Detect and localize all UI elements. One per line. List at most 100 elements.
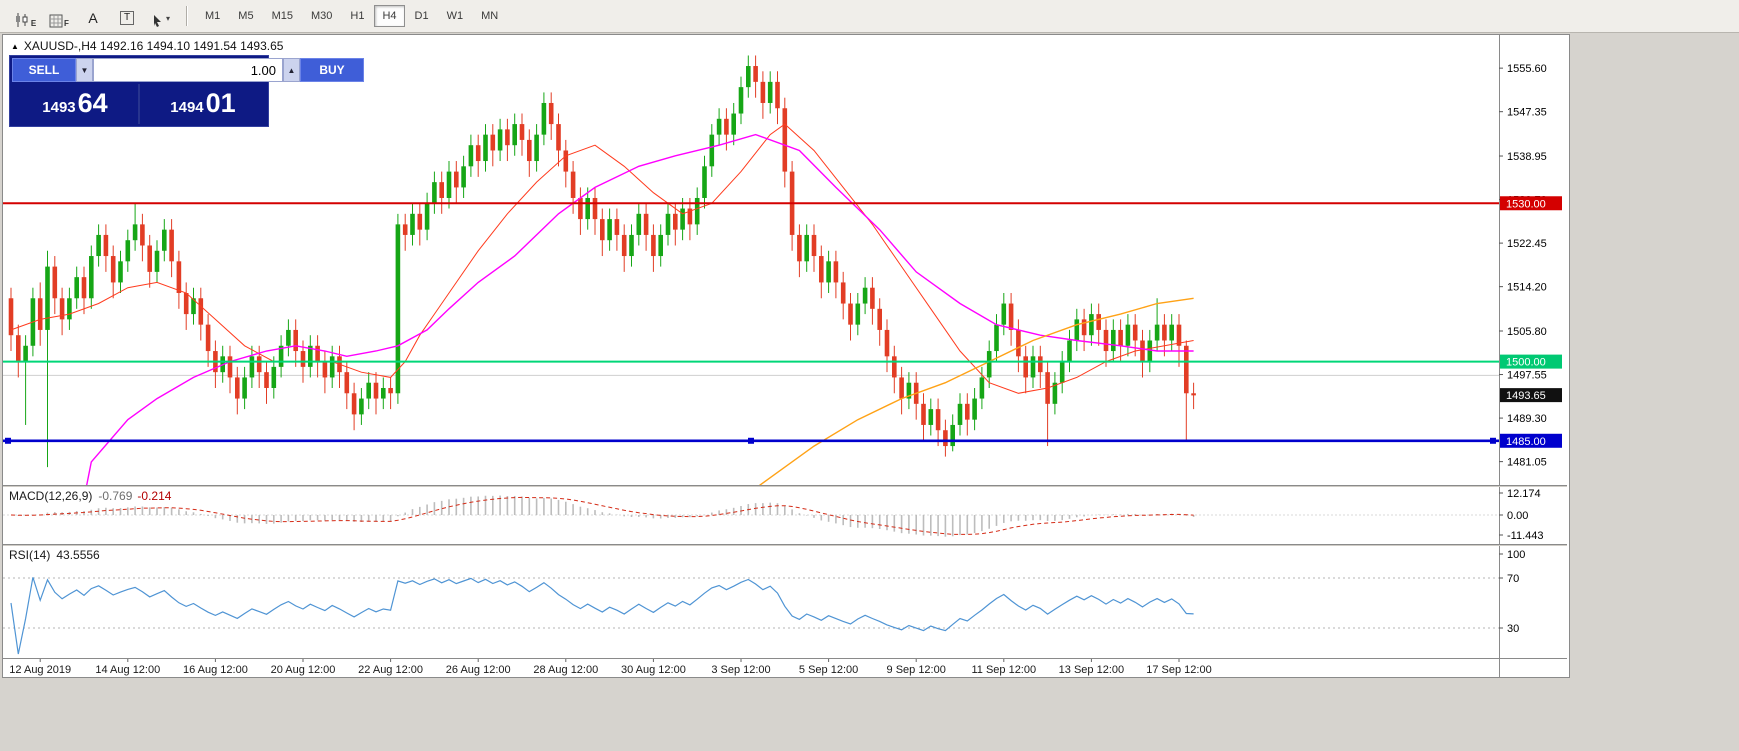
main-toolbar: E F A T ▾ M1 M5 M15 M30 H1 H4 D1 W1 MN <box>0 0 1739 33</box>
sell-price-pips: 64 <box>77 88 108 118</box>
line-handle <box>748 437 754 444</box>
macd-chart-svg[interactable]: 12.174 0.00 -11.443 <box>3 487 1567 544</box>
macd-signal-line <box>10 496 1194 535</box>
macd-label: MACD(12,26,9) -0.769 -0.214 <box>9 489 172 503</box>
buy-price-main: 1494 <box>170 99 204 116</box>
timeframe-button-strip: M1 M5 M15 M30 H1 H4 D1 W1 MN <box>196 5 507 27</box>
tf-button-MN[interactable]: MN <box>481 10 499 22</box>
svg-text:1530.00: 1530.00 <box>1506 198 1546 210</box>
rsi-label: RSI(14) 43.5556 <box>9 548 100 562</box>
pane-splitter[interactable] <box>3 485 1567 488</box>
chart-template-icon[interactable]: E <box>9 3 41 29</box>
tf-button-H1[interactable]: H1 <box>350 10 365 22</box>
price-axis-label: 1497.55 <box>1507 370 1547 382</box>
candles-layer <box>8 55 1196 468</box>
price-badge <box>1500 388 1562 403</box>
volume-decrease-button[interactable]: ▼ <box>76 58 93 82</box>
time-axis-label: 16 Aug 12:00 <box>183 664 248 676</box>
tf-button-M1[interactable]: M1 <box>205 10 221 22</box>
line-handle <box>5 437 11 444</box>
time-axis-label: 12 Aug 2019 <box>9 664 71 676</box>
grid-glyph <box>49 14 63 28</box>
price-badge <box>1500 354 1562 369</box>
time-axis-label: 13 Sep 12:00 <box>1059 664 1124 676</box>
price-axis-label: 1555.60 <box>1507 63 1547 75</box>
svg-text:1493.65: 1493.65 <box>1506 390 1546 402</box>
sell-price-display[interactable]: 1493 64 <box>12 84 138 124</box>
time-axis-label: 20 Aug 12:00 <box>271 664 336 676</box>
price-badge <box>1500 196 1562 211</box>
volume-increase-button[interactable]: ▲ <box>283 58 300 82</box>
text-label-icon[interactable]: T <box>111 3 143 29</box>
time-axis[interactable]: 12 Aug 2019 14 Aug 12:00 16 Aug 12:00 20 Au… <box>3 659 1567 677</box>
sell-price-main: 1493 <box>42 99 76 116</box>
toolbar-icon-strip: E F A T ▾ <box>8 3 178 29</box>
collapse-triangle-icon[interactable]: ▲ <box>11 41 19 51</box>
time-axis-label: 14 Aug 12:00 <box>95 664 160 676</box>
ma-medium-line <box>86 133 1194 485</box>
macd-histogram <box>17 495 1195 537</box>
macd-signal-value: -0.214 <box>137 489 172 503</box>
price-axis-label: 1505.80 <box>1507 326 1547 338</box>
price-axis-label: 1522.45 <box>1507 238 1547 250</box>
buy-button[interactable]: BUY <box>300 58 364 82</box>
line-handle <box>1490 437 1496 444</box>
rsi-axis-label: 100 <box>1507 549 1525 561</box>
indicators-grid-icon[interactable]: F <box>43 3 75 29</box>
price-chart-svg[interactable]: 1555.601547.351538.951530.701522.451514.… <box>3 35 1567 485</box>
tf-button-M5[interactable]: M5 <box>238 10 254 22</box>
pane-splitter <box>3 658 1567 659</box>
price-badge <box>1500 433 1562 448</box>
time-axis-label: 11 Sep 12:00 <box>971 664 1036 676</box>
chart-title-text: XAUUSD-,H4 1492.16 1494.10 1491.54 1493.… <box>23 39 284 53</box>
one-click-trading-panel: SELL ▼ ▲ BUY 1493 64 1494 01 <box>9 55 364 127</box>
volume-input[interactable] <box>93 58 283 82</box>
pane-splitter[interactable] <box>3 544 1567 547</box>
time-axis-svg[interactable]: 12 Aug 2019 14 Aug 12:00 16 Aug 12:00 20 Au… <box>3 659 1567 677</box>
time-axis-label: 3 Sep 12:00 <box>711 664 770 676</box>
time-axis-label: 28 Aug 12:00 <box>533 664 598 676</box>
rsi-pane[interactable]: RSI(14) 43.5556 100 70 30 <box>3 546 1567 658</box>
macd-axis-label: -11.443 <box>1507 530 1544 542</box>
drawing-tools-icon[interactable]: ▾ <box>145 3 177 29</box>
rsi-axis-label: 70 <box>1507 573 1519 585</box>
price-divider <box>138 84 140 124</box>
price-pane[interactable]: ▲ XAUUSD-,H4 1492.16 1494.10 1491.54 149… <box>3 35 1567 485</box>
price-axis-label: 1547.35 <box>1507 107 1547 119</box>
time-axis-label: 9 Sep 12:00 <box>887 664 946 676</box>
chart-title-bar: ▲ XAUUSD-,H4 1492.16 1494.10 1491.54 149… <box>11 39 283 53</box>
buy-price-display[interactable]: 1494 01 <box>140 84 266 124</box>
rsi-line <box>10 577 1194 655</box>
tf-button-D1[interactable]: D1 <box>414 10 429 22</box>
candlestick-glyph <box>15 13 28 27</box>
svg-text:1485.00: 1485.00 <box>1506 436 1546 448</box>
price-axis-label: 1481.05 <box>1507 457 1547 469</box>
price-axis-label: 1514.20 <box>1507 282 1547 294</box>
price-axis-label: 1489.30 <box>1507 413 1547 425</box>
time-axis-label: 22 Aug 12:00 <box>358 664 423 676</box>
cursor-glyph <box>153 15 161 27</box>
tf-button-W1[interactable]: W1 <box>446 10 464 22</box>
macd-axis-label: 0.00 <box>1507 510 1528 522</box>
rsi-chart-svg[interactable]: 100 70 30 <box>3 546 1567 658</box>
time-axis-label: 30 Aug 12:00 <box>621 664 686 676</box>
tf-button-M30[interactable]: M30 <box>310 10 333 22</box>
rsi-value: 43.5556 <box>56 548 100 562</box>
price-axis-label: 1538.95 <box>1507 151 1547 163</box>
macd-axis-label: 12.174 <box>1507 488 1541 500</box>
chart-window: ▲ XAUUSD-,H4 1492.16 1494.10 1491.54 149… <box>2 34 1570 678</box>
sell-button[interactable]: SELL <box>12 58 76 82</box>
ma-fast-line <box>10 123 1194 394</box>
time-axis-label: 5 Sep 12:00 <box>799 664 858 676</box>
tf-button-H4[interactable]: H4 <box>374 5 405 27</box>
time-axis-label: 26 Aug 12:00 <box>446 664 511 676</box>
text-annotation-icon[interactable]: A <box>88 10 98 26</box>
tf-button-M15[interactable]: M15 <box>271 10 293 22</box>
svg-text:1500.00: 1500.00 <box>1506 357 1546 369</box>
time-axis-label: 17 Sep 12:00 <box>1146 664 1211 676</box>
macd-pane[interactable]: MACD(12,26,9) -0.769 -0.214 12.174 0.00 -11.… <box>3 487 1567 544</box>
rsi-axis-label: 30 <box>1507 623 1519 635</box>
buy-price-pips: 01 <box>205 88 236 118</box>
toolbar-separator <box>186 6 188 26</box>
macd-main-value: -0.769 <box>98 489 133 503</box>
